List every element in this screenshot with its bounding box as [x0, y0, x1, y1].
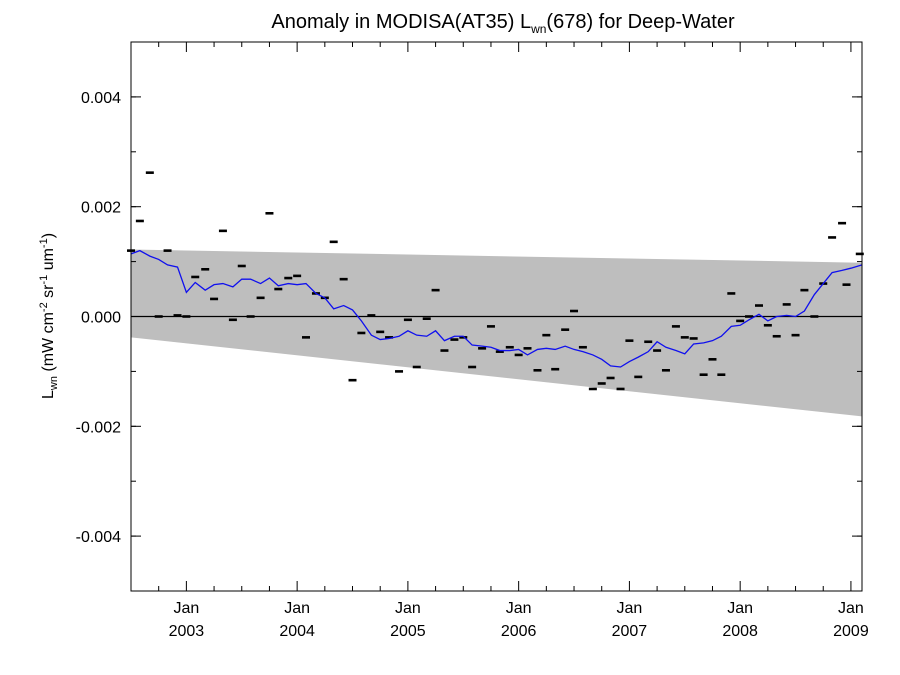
- uncertainty-band: [131, 249, 862, 417]
- x-axis-ticks: Jan 2003 Jan 2004 Jan 2005 Jan 2006 Jan 2007 Jan 20…: [158, 42, 869, 640]
- y-axis-label-units-2: sr: [40, 284, 57, 302]
- x-tick-month-label: Jan: [617, 600, 643, 617]
- x-tick-year-label: 2007: [612, 623, 648, 640]
- y-axis-label-exponent-3: -1: [38, 238, 50, 248]
- plot-area: 0.004 0.002 0.000 -0.002 -0.004 Jan 2003 Jan 20…: [76, 41, 869, 640]
- y-axis-label-units-1: (mW cm: [40, 312, 57, 376]
- y-axis-label-exponent-2: -1: [38, 275, 50, 285]
- y-axis-label-units-4: ): [40, 233, 57, 238]
- x-tick-month-label: Jan: [838, 600, 864, 617]
- y-axis-label-subscript: wn: [48, 376, 60, 391]
- x-tick-year-label: 2009: [833, 623, 869, 640]
- x-tick-year-label: 2005: [390, 623, 426, 640]
- y-axis-label: Lwn (mW cm-2 sr-1 um-1): [38, 233, 60, 399]
- y-tick-label: 0.002: [81, 200, 121, 217]
- chart-title-main: Anomaly in MODISA(AT35) L: [271, 11, 531, 33]
- monthly-points: [127, 171, 864, 391]
- x-tick-month-label: Jan: [506, 600, 532, 617]
- y-axis-label-symbol: L: [40, 390, 57, 399]
- y-tick-label: 0.000: [81, 310, 121, 327]
- chart-title: Anomaly in MODISA(AT35) Lwn(678) for Dee…: [271, 11, 735, 36]
- chart-title-rest: (678) for Deep-Water: [546, 11, 735, 33]
- y-tick-label: -0.002: [76, 419, 121, 436]
- x-tick-month-label: Jan: [284, 600, 310, 617]
- x-tick-year-label: 2003: [169, 623, 205, 640]
- x-tick-month-label: Jan: [727, 600, 753, 617]
- y-axis-ticks: 0.004 0.002 0.000 -0.002 -0.004: [76, 41, 862, 592]
- running-mean-line: [130, 249, 863, 368]
- y-axis-label-units-3: um: [40, 248, 57, 275]
- x-tick-year-label: 2006: [501, 623, 537, 640]
- x-tick-month-label: Jan: [395, 600, 421, 617]
- x-tick-year-label: 2004: [279, 623, 315, 640]
- y-tick-label: 0.004: [81, 90, 121, 107]
- y-tick-label: -0.004: [76, 529, 121, 546]
- y-axis-label-exponent-1: -2: [38, 302, 50, 312]
- chart-title-subscript: wn: [530, 22, 546, 36]
- x-tick-year-label: 2008: [722, 623, 758, 640]
- x-tick-month-label: Jan: [173, 600, 199, 617]
